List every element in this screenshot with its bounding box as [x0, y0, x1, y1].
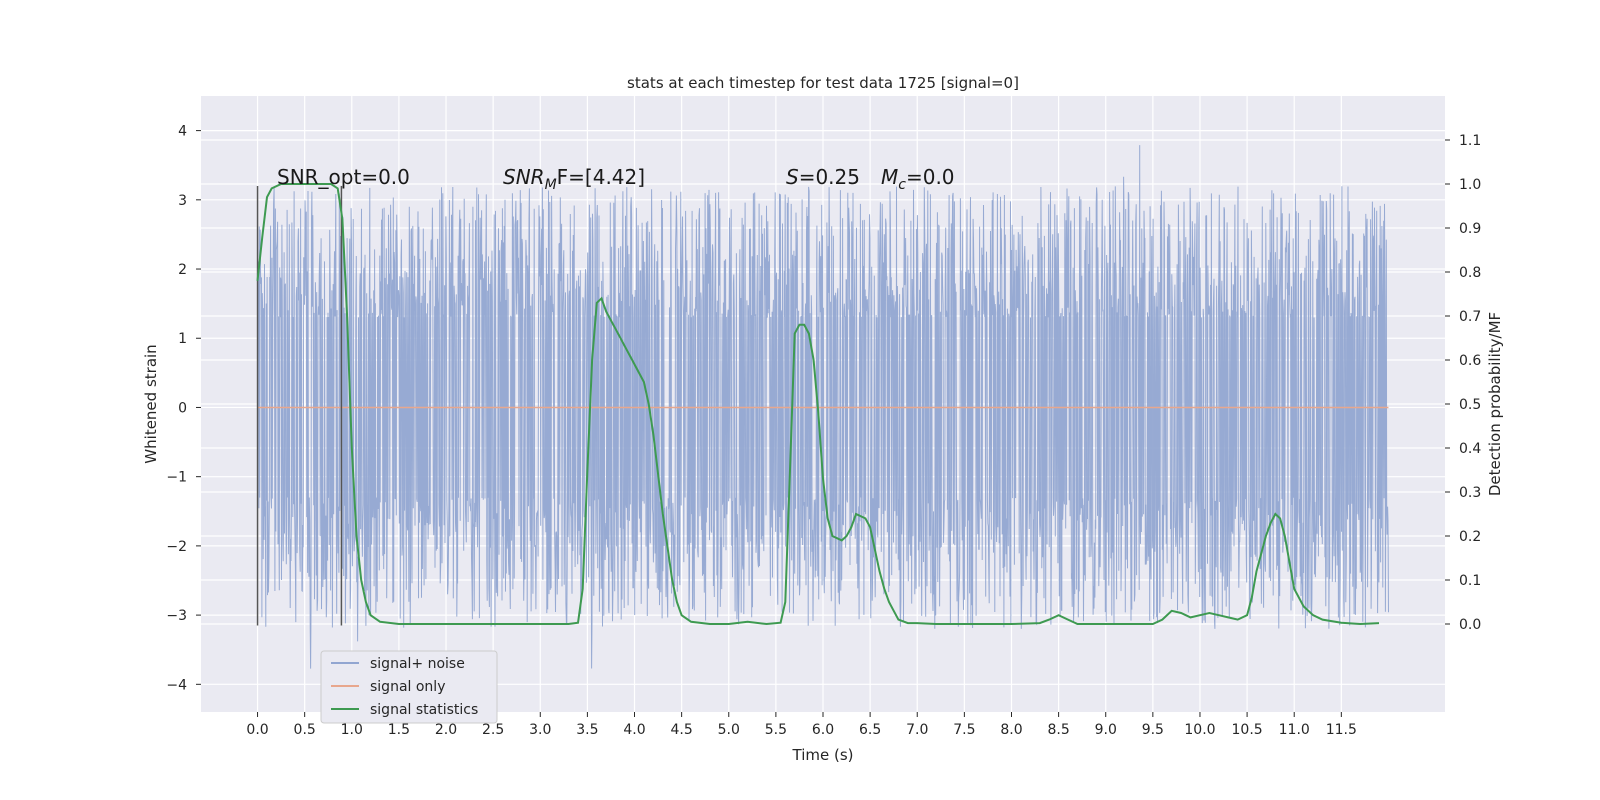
y-right-tick-label-8: 0.8 — [1459, 265, 1481, 281]
annotation-snr-opt: SNR_opt=0.0 — [277, 165, 410, 189]
legend-box — [320, 650, 498, 724]
legend-label-signal-statistics: signal statistics — [370, 702, 478, 718]
x-tick-label-20: 10.0 — [1184, 722, 1215, 738]
y-left-tick-label-7: 3 — [178, 193, 187, 209]
x-tick-label-12: 6.0 — [812, 722, 834, 738]
annotation-mc-rest: =0.0 — [906, 165, 955, 189]
legend: signal+ noise signal only signal statist… — [320, 650, 498, 724]
annotation-mc-var: M — [881, 165, 898, 189]
x-tick-label-16: 8.0 — [1000, 722, 1022, 738]
x-tick-label-9: 4.5 — [671, 722, 693, 738]
x-tick-labels: 0.0 0.5 1.0 1.5 2.0 2.5 3.0 3.5 4.0 4.5 5.0 5.5 6.0 6… — [246, 712, 1357, 738]
x-tick-label-3: 1.5 — [388, 722, 410, 738]
x-axis-label: Time (s) — [792, 746, 854, 764]
annotation-snr-mf-base: SNR — [503, 165, 545, 189]
x-tick-label-18: 9.0 — [1095, 722, 1117, 738]
x-tick-label-17: 8.5 — [1047, 722, 1069, 738]
x-tick-label-10: 5.0 — [718, 722, 740, 738]
y-left-tick-label-2: −2 — [166, 539, 187, 555]
y-left-tick-label-3: −1 — [166, 470, 187, 486]
y-right-tick-label-9: 0.9 — [1459, 221, 1481, 237]
y-right-axis-label: Detection probability/MF — [1486, 312, 1504, 496]
y-left-tick-label-6: 2 — [178, 262, 187, 278]
x-tick-label-7: 3.5 — [576, 722, 598, 738]
annotation-snr-mf-sub: M — [545, 177, 557, 193]
chart-title: stats at each timestep for test data 172… — [627, 74, 1019, 92]
x-tick-label-8: 4.0 — [623, 722, 645, 738]
series-signal-statistics — [256, 183, 1380, 626]
annotation-mc-sub: c — [898, 177, 906, 193]
legend-label-signal-noise: signal+ noise — [370, 656, 465, 672]
x-tick-label-22: 11.0 — [1279, 722, 1310, 738]
y-left-tick-label-5: 1 — [178, 331, 187, 347]
noise-trace — [257, 145, 1389, 669]
y-right-tick-label-6: 0.6 — [1459, 353, 1481, 369]
x-tick-label-23: 11.5 — [1326, 722, 1357, 738]
x-tick-label-21: 10.5 — [1232, 722, 1263, 738]
y-right-tick-label-2: 0.2 — [1459, 529, 1481, 545]
annotation-mc: Mc=0.0 — [881, 165, 955, 193]
y-right-tick-label-4: 0.4 — [1459, 441, 1481, 457]
series-signal-noise — [257, 145, 1389, 669]
y-left-axis-label: Whitened strain — [142, 344, 160, 463]
x-tick-label-6: 3.0 — [529, 722, 551, 738]
x-tick-label-19: 9.5 — [1142, 722, 1164, 738]
annotation-snr-mf: SNRMF=[4.42] — [503, 165, 645, 193]
x-tick-label-0: 0.0 — [246, 722, 268, 738]
x-tick-label-15: 7.5 — [953, 722, 975, 738]
x-tick-label-11: 5.5 — [765, 722, 787, 738]
y-left-tick-labels: −4 −3 −2 −1 0 1 2 3 4 — [166, 124, 201, 693]
y-right-tick-label-5: 0.5 — [1459, 397, 1481, 413]
annotation-s: S=0.25 — [786, 165, 860, 189]
y-right-tick-label-7: 0.7 — [1459, 309, 1481, 325]
y-right-tick-label-0: 0.0 — [1459, 617, 1481, 633]
y-left-tick-label-8: 4 — [178, 124, 187, 140]
y-right-tick-label-11: 1.1 — [1459, 133, 1481, 149]
signal-statistics-trace — [256, 183, 1380, 626]
vlines — [256, 185, 343, 626]
x-tick-label-13: 6.5 — [859, 722, 881, 738]
y-left-tick-label-1: −3 — [166, 608, 187, 624]
y-right-tick-label-3: 0.3 — [1459, 485, 1481, 501]
annotation-s-var: S — [786, 165, 799, 189]
annotation-snr-mf-rest: F=[4.42] — [557, 165, 645, 189]
y-left-tick-label-4: 0 — [178, 400, 187, 416]
x-tick-label-14: 7.0 — [906, 722, 928, 738]
x-tick-label-1: 0.5 — [294, 722, 316, 738]
annotation-s-rest: =0.25 — [799, 165, 860, 189]
x-tick-label-2: 1.0 — [341, 722, 363, 738]
legend-label-signal-only: signal only — [370, 679, 445, 695]
x-tick-label-5: 2.5 — [482, 722, 504, 738]
y-right-tick-label-10: 1.0 — [1459, 177, 1481, 193]
x-tick-label-4: 2.0 — [435, 722, 457, 738]
y-left-tick-label-0: −4 — [166, 677, 187, 693]
y-right-tick-labels: 0.0 0.1 0.2 0.3 0.4 0.5 0.6 0.7 0.8 0.9 1.0 1.1 — [1445, 133, 1481, 633]
y-right-tick-label-1: 0.1 — [1459, 573, 1481, 589]
